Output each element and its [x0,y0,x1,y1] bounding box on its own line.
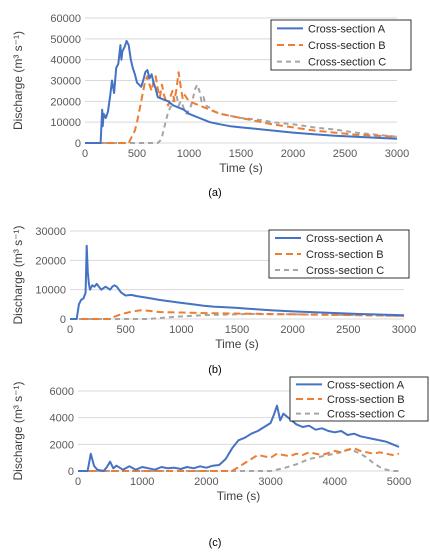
x-tick-label-a-2: 1000 [177,148,201,160]
series-line-b-b [70,309,405,320]
series-line-c-c [78,448,399,472]
y-tick-label-b-0: 0 [60,314,66,326]
x-tick-label-a-1: 500 [128,148,146,160]
legend-label-a-b: Cross-section B [308,40,386,52]
y-tick-label-c-3: 6000 [50,386,74,398]
x-tick-label-b-3: 1500 [225,324,249,336]
x-tick-label-a-5: 2500 [333,148,357,160]
x-tick-label-a-6: 3000 [385,148,409,160]
x-tick-label-b-6: 3000 [392,324,416,336]
legend-label-c-a: Cross-section A [327,379,405,391]
y-tick-label-a-5: 50000 [50,34,81,46]
y-axis-title-a: Discharge (m³ s⁻¹) [11,31,25,130]
y-axis-title-c: Discharge (m³ s⁻¹) [11,381,25,480]
y-tick-label-a-6: 60000 [50,13,81,25]
y-tick-label-c-2: 4000 [50,413,74,425]
series-line-c-b [78,447,400,472]
x-tick-label-b-1: 500 [116,324,134,336]
legend-label-b-a: Cross-section A [306,233,384,245]
x-axis-title-a: Time (s) [219,161,263,175]
x-tick-label-c-1: 1000 [130,476,154,488]
y-tick-label-b-2: 20000 [35,255,66,267]
x-tick-label-a-3: 1500 [229,148,253,160]
x-tick-label-b-4: 2000 [280,324,304,336]
y-tick-label-a-2: 20000 [50,96,81,108]
y-tick-label-c-0: 0 [68,466,74,478]
series-line-b-c [70,313,405,320]
x-tick-label-c-3: 3000 [258,476,282,488]
y-axis-title-b: Discharge (m³ s⁻¹) [11,225,25,324]
y-tick-label-a-4: 40000 [50,55,81,67]
series-line-c-a [78,404,400,472]
panel-label-b: (b) [208,364,221,376]
series-line-b-a [70,244,405,320]
x-tick-label-c-2: 2000 [194,476,218,488]
x-tick-label-c-5: 5000 [387,476,411,488]
legend-label-c-c: Cross-section C [327,409,405,421]
chart-panel-c: 0 2000 4000 6000 0 1000 2000 3000 4000 5000 Time (… [11,376,429,503]
legend-label-b-b: Cross-section B [306,249,384,261]
x-tick-label-c-4: 4000 [323,476,347,488]
y-tick-label-a-1: 10000 [50,117,81,129]
legend-label-a-a: Cross-section A [308,23,386,35]
chart-panel-b: 0 10000 20000 30000 0 500 1000 1500 2000 2500 3000… [11,225,416,351]
x-tick-label-b-5: 2500 [336,324,360,336]
x-tick-label-b-2: 1000 [169,324,193,336]
y-tick-label-a-3: 30000 [50,76,81,88]
legend-label-c-b: Cross-section B [327,394,405,406]
chart-panel-a: 0 10000 20000 30000 40000 50000 60000 0 500 1000 1… [11,13,412,175]
x-tick-label-b-0: 0 [67,324,73,336]
panel-label-a: (a) [208,187,221,199]
x-tick-label-c-0: 0 [75,476,81,488]
y-tick-label-b-1: 10000 [35,285,66,297]
y-tick-label-a-0: 0 [75,138,81,150]
series-line-a-c [85,83,398,144]
x-axis-title-b: Time (s) [215,337,259,351]
legend-label-a-c: Cross-section C [308,57,386,69]
x-tick-label-a-4: 2000 [281,148,305,160]
panel-label-c: (c) [209,537,222,549]
y-tick-label-b-3: 30000 [35,226,66,238]
y-tick-label-c-1: 2000 [50,439,74,451]
x-tick-label-a-0: 0 [82,148,88,160]
x-axis-title-c: Time (s) [217,489,261,503]
series-line-a-a [85,39,398,144]
legend-label-b-c: Cross-section C [306,265,384,277]
